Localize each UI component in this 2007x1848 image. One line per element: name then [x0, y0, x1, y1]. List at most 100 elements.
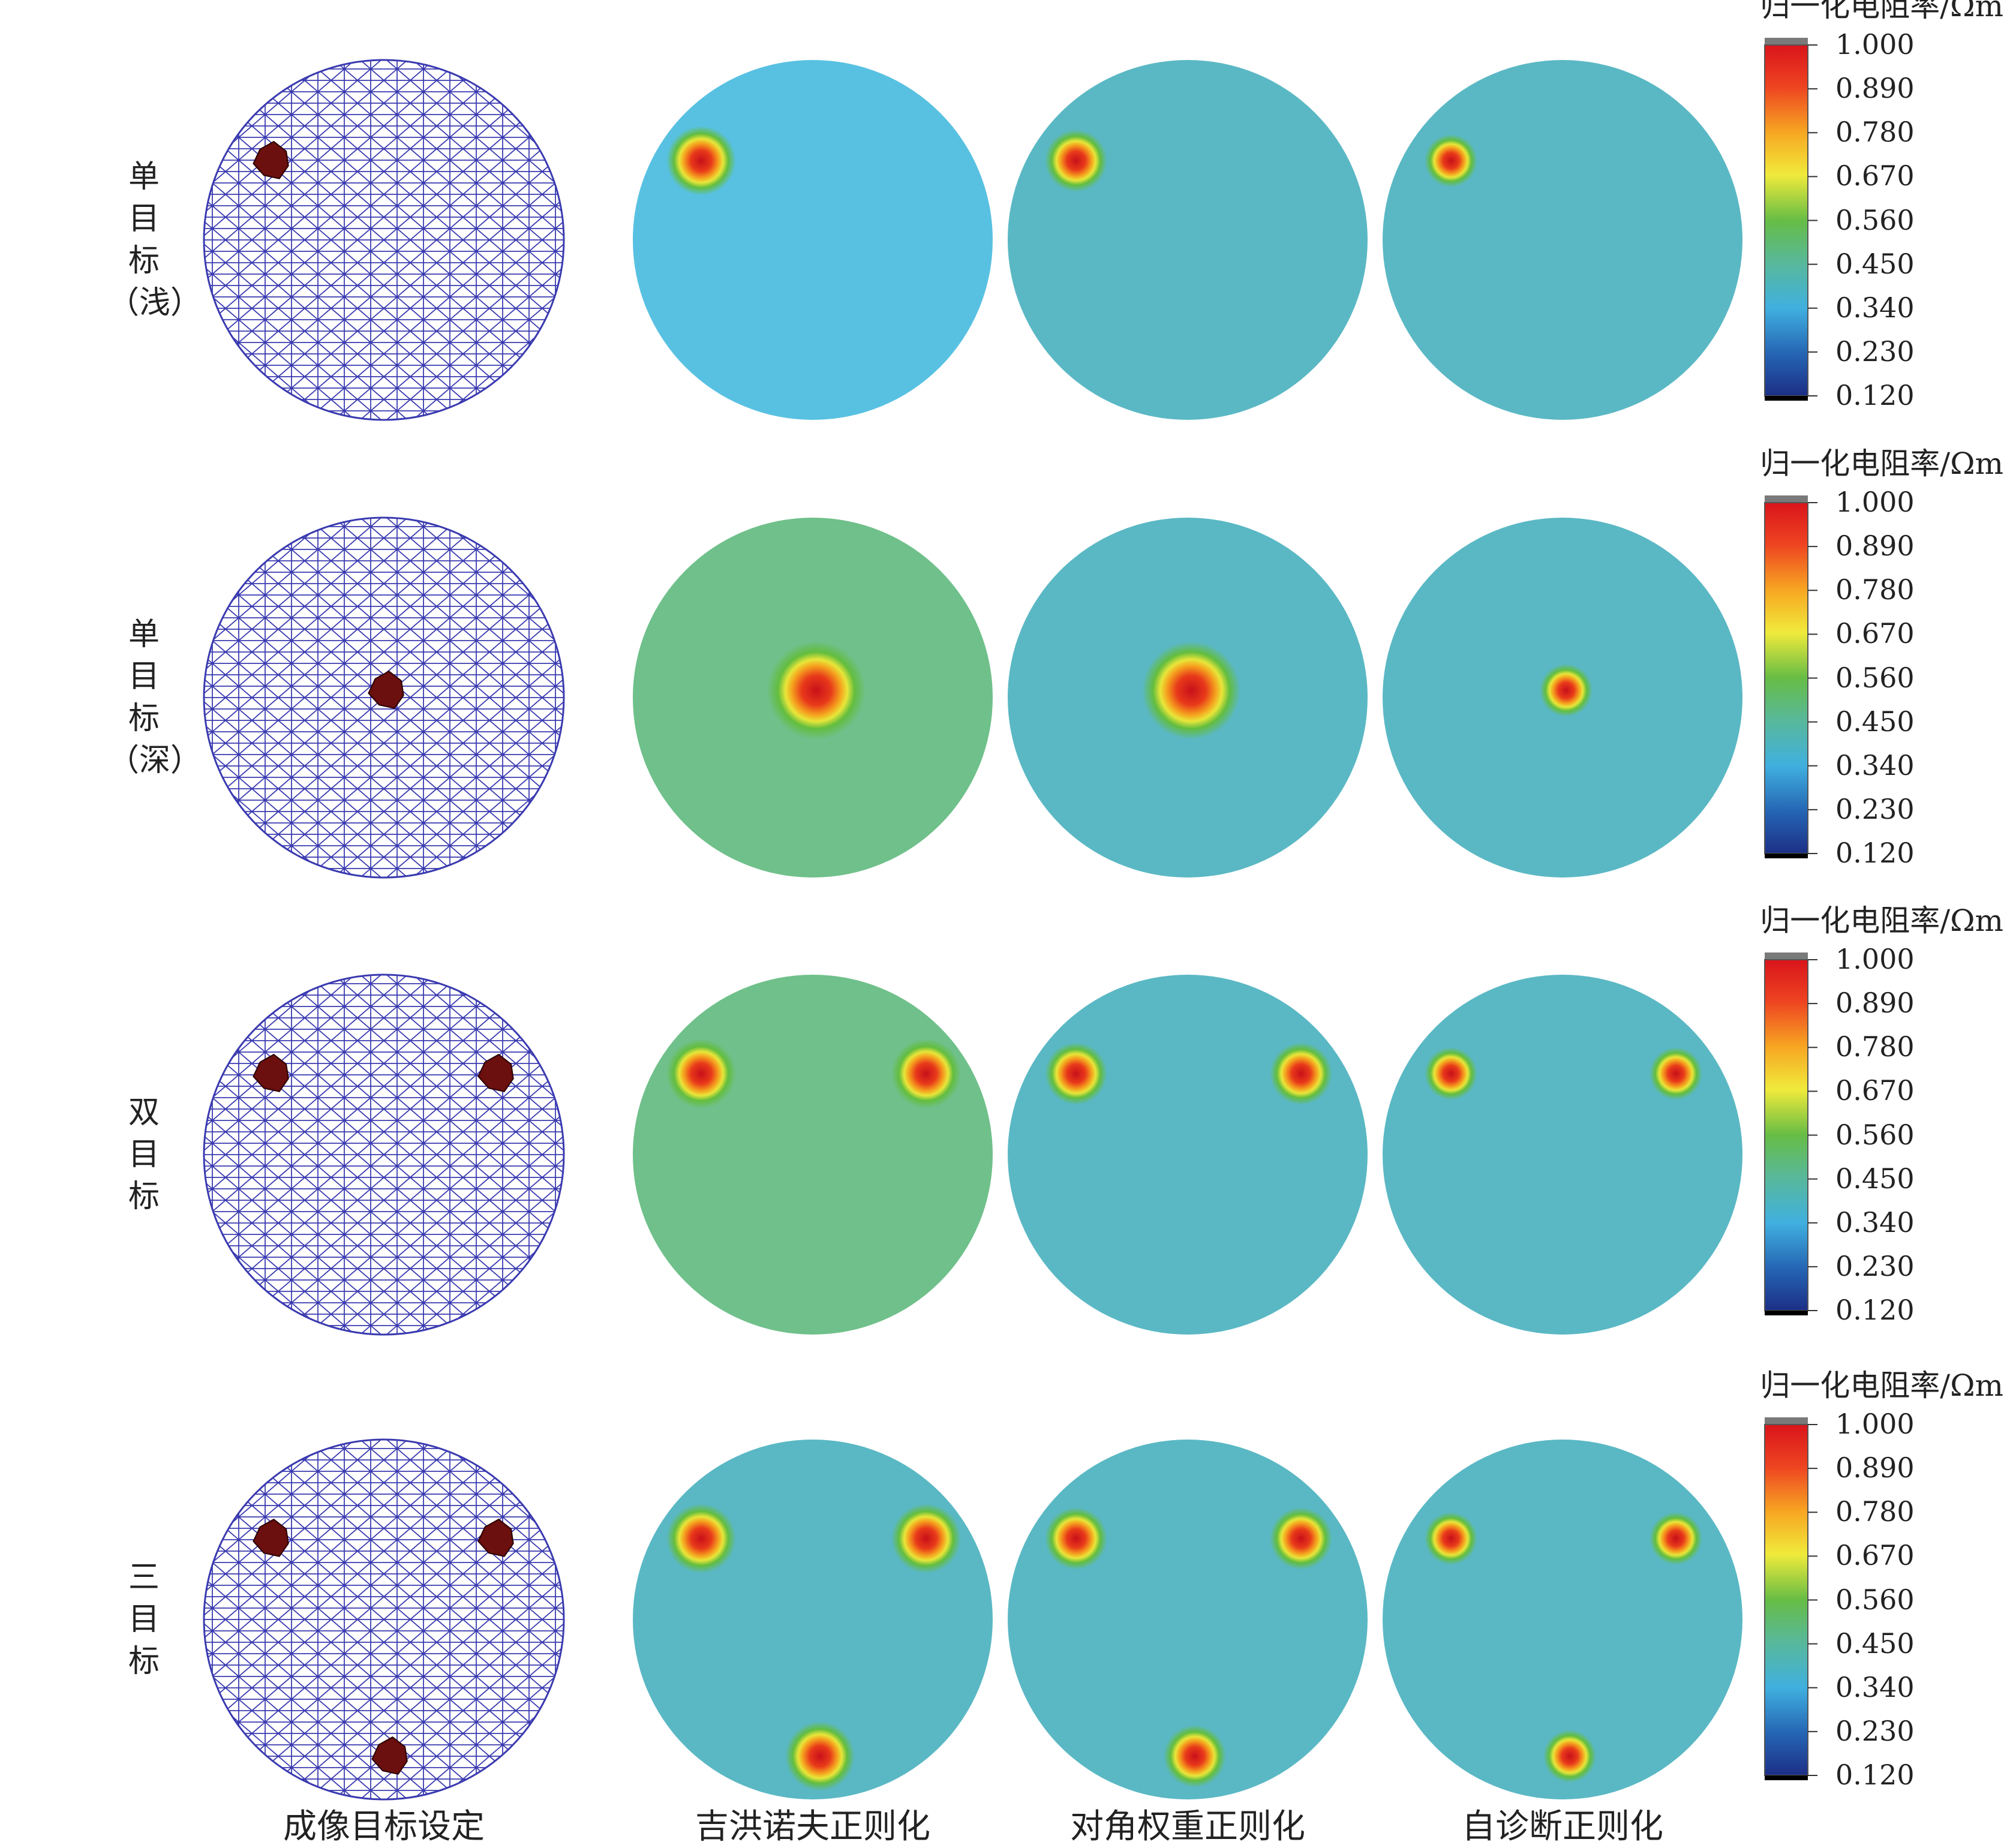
colorbar-tick-label: 0.120 — [1835, 379, 1915, 411]
target-marker — [371, 1736, 408, 1775]
colorbar — [1764, 1417, 1817, 1780]
reconstruction-blob — [666, 126, 736, 196]
colorbar-tick-label: 0.670 — [1835, 617, 1915, 650]
colorbar-gradient — [1764, 44, 1808, 396]
colorbar-tick-label: 0.340 — [1835, 291, 1915, 324]
colorbar-tick-label: 0.120 — [1835, 1759, 1915, 1791]
reconstruction-panel — [1383, 60, 1742, 420]
row-label: 双 目 标 — [128, 1095, 160, 1215]
reconstruction-disc — [1008, 60, 1368, 420]
colorbar-tick-label: 0.890 — [1835, 1452, 1915, 1485]
reconstruction-panel — [633, 1440, 993, 1799]
colorbar-tick-label: 1.000 — [1835, 1408, 1915, 1440]
colorbar-tick-label: 0.120 — [1835, 1294, 1915, 1326]
reconstruction-disc — [1383, 975, 1742, 1335]
mesh-boundary — [203, 973, 565, 1336]
reconstruction-disc — [633, 60, 993, 420]
column-label: 吉洪诺夫正则化 — [695, 1807, 930, 1846]
reconstruction-blob — [1142, 641, 1240, 740]
colorbar-tick-label: 0.670 — [1835, 1074, 1915, 1107]
colorbar-tick-label: 0.230 — [1835, 1249, 1915, 1282]
colorbar-title: 归一化电阻率/Ωm — [1760, 1368, 2003, 1403]
colorbar-tick-label: 0.560 — [1835, 1118, 1915, 1151]
colorbar-tick-label: 0.890 — [1835, 987, 1915, 1020]
colorbar — [1764, 495, 1817, 858]
reconstruction-blob — [1270, 1042, 1332, 1105]
colorbar-title: 归一化电阻率/Ωm — [1760, 903, 2003, 938]
colorbar-tick-label: 0.890 — [1835, 530, 1915, 563]
reconstruction-panel — [1383, 518, 1742, 878]
colorbar-tick-label: 0.560 — [1835, 661, 1915, 694]
colorbar-tick-label: 0.340 — [1835, 1206, 1915, 1239]
reconstruction-disc — [633, 975, 993, 1335]
reconstruction-disc — [1383, 60, 1742, 420]
reconstruction-panel — [633, 975, 993, 1335]
colorbar-title: 归一化电阻率/Ωm — [1760, 0, 2003, 23]
colorbar-tick-label: 0.450 — [1835, 247, 1915, 280]
mesh-boundary — [203, 1438, 565, 1801]
colorbar-gradient — [1764, 959, 1808, 1311]
colorbar-tick-label: 0.560 — [1835, 203, 1915, 236]
colorbar-tick-label: 0.230 — [1835, 1714, 1915, 1747]
colorbar-tick-label: 0.450 — [1835, 1162, 1915, 1195]
reconstruction-disc — [1008, 975, 1368, 1335]
reconstruction-blob — [891, 1504, 961, 1573]
reconstruction-blob — [767, 641, 866, 740]
target-marker — [253, 1053, 289, 1092]
colorbar-tick-label: 0.780 — [1835, 573, 1915, 606]
reconstruction-blob — [1540, 664, 1593, 717]
colorbar-tick-label: 0.780 — [1835, 1495, 1915, 1528]
mesh-panel — [203, 973, 565, 1336]
mesh-panel — [203, 516, 565, 879]
mesh-panel — [203, 1438, 565, 1801]
row-label: 单 目 标 （深） — [108, 617, 202, 779]
colorbar-tick-label: 0.780 — [1835, 116, 1915, 149]
reconstruction-blob — [1543, 1730, 1596, 1783]
column-label: 对角权重正则化 — [1070, 1807, 1305, 1846]
reconstruction-blob — [891, 1039, 961, 1108]
reconstruction-panel — [1383, 1440, 1742, 1799]
row-label: 单 目 标 （浅） — [108, 159, 202, 321]
row-label: 三 目 标 — [128, 1559, 160, 1679]
target-marker — [253, 1518, 289, 1557]
colorbar-tick-label: 0.230 — [1835, 335, 1915, 368]
colorbar-tick-label: 1.000 — [1835, 486, 1915, 518]
reconstruction-panel — [633, 60, 993, 420]
reconstruction-blob — [1045, 1507, 1107, 1570]
reconstruction-blob — [1650, 1512, 1702, 1565]
reconstruction-blob — [1425, 1512, 1477, 1565]
colorbar-tick-label: 0.780 — [1835, 1030, 1915, 1063]
reconstruction-panel — [633, 518, 993, 878]
reconstruction-panel — [1008, 518, 1368, 878]
column-label: 成像目标设定 — [283, 1807, 485, 1846]
colorbar — [1764, 952, 1817, 1315]
colorbar-gradient — [1764, 1424, 1808, 1776]
colorbar — [1764, 38, 1817, 401]
reconstruction-blob — [1425, 134, 1477, 187]
colorbar-tick-label: 1.000 — [1835, 943, 1915, 975]
reconstruction-blob — [666, 1504, 736, 1573]
colorbar-tick-label: 0.560 — [1835, 1583, 1915, 1616]
target-marker — [477, 1518, 514, 1557]
colorbar-tick-label: 0.450 — [1835, 705, 1915, 738]
colorbar-tick-label: 0.670 — [1835, 1539, 1915, 1572]
colorbar-tick-label: 0.340 — [1835, 1670, 1915, 1703]
colorbar-tick-label: 0.230 — [1835, 792, 1915, 825]
reconstruction-blob — [1045, 130, 1107, 192]
reconstruction-panel — [1008, 975, 1368, 1335]
colorbar-gradient — [1764, 502, 1808, 854]
reconstruction-blob — [1270, 1507, 1332, 1570]
mesh-boundary — [203, 516, 565, 879]
colorbar-tick-label: 0.450 — [1835, 1627, 1915, 1660]
target-marker — [368, 670, 404, 709]
colorbar-tick-label: 1.000 — [1835, 28, 1915, 61]
mesh-panel — [203, 59, 565, 421]
colorbar-tick-label: 0.340 — [1835, 749, 1915, 782]
colorbar-title: 归一化电阻率/Ωm — [1760, 446, 2003, 481]
reconstruction-blob — [1164, 1725, 1226, 1787]
colorbar-tick-label: 0.120 — [1835, 837, 1915, 869]
target-marker — [253, 140, 289, 179]
mesh-boundary — [203, 59, 565, 421]
reconstruction-blob — [785, 1721, 855, 1791]
